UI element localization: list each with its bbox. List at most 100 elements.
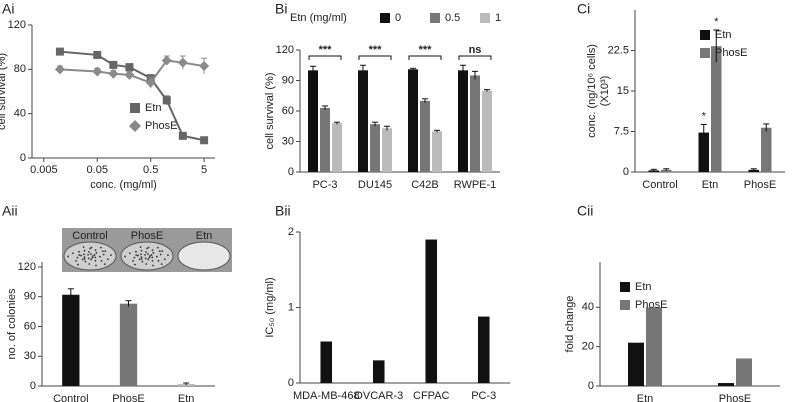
colony — [78, 250, 80, 253]
significance-bracket — [358, 55, 392, 60]
colony — [102, 253, 105, 256]
y-axis-label: (X10³) — [599, 76, 611, 107]
data-point — [124, 69, 135, 80]
colony — [144, 253, 146, 256]
colony — [93, 254, 96, 256]
colony — [141, 260, 144, 263]
legend-title: Etn (mg/ml) — [290, 12, 347, 24]
colony — [76, 256, 79, 259]
colony — [77, 263, 79, 266]
colony — [139, 246, 142, 248]
legend-label: Etn — [145, 102, 162, 114]
colony — [147, 246, 150, 249]
x-tick-label: Control — [642, 179, 677, 191]
colony — [161, 250, 164, 253]
data-point — [161, 55, 172, 66]
data-point — [145, 77, 156, 88]
significance-label: *** — [369, 44, 383, 56]
data-point — [178, 131, 187, 140]
y-tick-label: 22.5 — [608, 44, 629, 56]
legend-label: Etn — [635, 281, 652, 293]
data-point — [92, 66, 103, 77]
colony — [90, 246, 93, 249]
bar — [628, 342, 644, 386]
bar — [320, 341, 333, 383]
colony — [124, 255, 126, 258]
legend-swatch — [620, 282, 630, 292]
colony — [159, 253, 162, 256]
bar — [62, 294, 80, 386]
colony — [151, 259, 154, 262]
bar — [646, 307, 662, 386]
colony — [87, 253, 89, 256]
colony — [94, 249, 97, 252]
bar — [332, 123, 342, 172]
colony — [95, 264, 97, 267]
bar — [119, 303, 138, 386]
bar — [736, 358, 752, 386]
colony — [140, 258, 143, 260]
bar — [425, 239, 438, 383]
y-axis-label: cell survival (%) — [0, 53, 8, 130]
colony — [99, 255, 101, 258]
colony — [71, 252, 74, 255]
colony — [151, 256, 154, 259]
colony — [106, 258, 109, 261]
legend-swatch — [380, 13, 390, 23]
plate-label: Etn — [196, 230, 213, 242]
colony — [88, 263, 91, 265]
y-tick-label: 15 — [617, 85, 629, 97]
colony — [152, 251, 155, 254]
data-point — [54, 64, 65, 75]
panel-label: Ci — [577, 1, 590, 17]
colony — [81, 258, 84, 261]
data-point — [199, 61, 210, 72]
colony — [100, 259, 103, 262]
y-tick-label: 0 — [288, 377, 294, 389]
colony — [160, 263, 163, 266]
panel-label: Aii — [2, 203, 18, 219]
x-tick-label: CFPAC — [413, 390, 450, 402]
x-tick-label: PC-3 — [471, 390, 496, 402]
x-tick-label: 0.5 — [143, 164, 158, 176]
colony — [110, 254, 112, 257]
x-tick-label: PhosE — [112, 393, 144, 402]
colony — [135, 250, 137, 253]
y-tick-label: 80 — [14, 63, 26, 75]
x-axis-label: conc. (mg/ml) — [90, 179, 157, 191]
x-tick-label: C42B — [411, 179, 439, 191]
y-tick-label: 40 — [582, 301, 594, 313]
y-tick-label: 60 — [282, 105, 294, 117]
bar — [432, 131, 442, 172]
y-axis-label: conc. (ng/10⁶ cells) — [586, 44, 598, 138]
colony — [101, 250, 104, 253]
significance-label: *** — [419, 44, 433, 56]
bar — [420, 100, 430, 172]
data-point — [177, 57, 188, 68]
colony — [150, 254, 153, 256]
colony — [140, 256, 143, 259]
x-tick-label: PhosE — [744, 179, 776, 191]
y-tick-label: 0 — [30, 380, 36, 392]
y-tick-label: 90 — [24, 291, 36, 303]
legend-marker — [130, 103, 140, 113]
x-tick-label: 5 — [201, 164, 207, 176]
colony — [83, 249, 86, 252]
panel-label: Bi — [275, 1, 287, 17]
plate — [177, 241, 231, 271]
data-point — [125, 63, 134, 72]
bar — [458, 70, 468, 172]
colony — [80, 254, 82, 257]
colony — [95, 251, 98, 254]
colony — [87, 257, 90, 260]
colony — [140, 253, 142, 256]
y-tick-label: 120 — [18, 261, 36, 273]
colony — [104, 250, 107, 253]
colony — [103, 263, 106, 266]
bar — [370, 124, 380, 172]
data-point — [93, 50, 102, 59]
colony — [144, 257, 147, 260]
colony — [135, 254, 138, 256]
x-tick-label: Etn — [637, 393, 654, 402]
